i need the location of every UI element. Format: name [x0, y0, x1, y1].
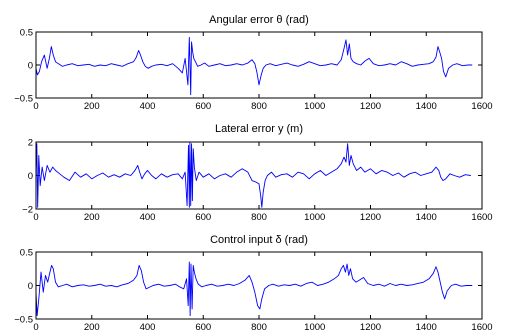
x-tick-label: 200: [84, 212, 100, 223]
axes-box: [35, 31, 483, 99]
x-tick-label: 800: [251, 212, 267, 223]
x-tick-label: 200: [84, 101, 100, 112]
x-tick-label: 400: [140, 101, 156, 112]
y-tick-label: 2: [28, 138, 33, 149]
x-tick-label: 1000: [304, 322, 325, 333]
x-tick-label: 800: [251, 101, 267, 112]
y-ticks: −2 0 2: [22, 138, 482, 216]
subplot-lateral-error: Lateral error y (m) 0 200 400 600 800 1000 120…: [22, 123, 492, 223]
x-tick-label: 400: [140, 322, 156, 333]
x-ticks: 0 200 400 600 800 1000 1200 1400 1600: [33, 142, 493, 223]
subplot-control-input: Control input δ (rad) 0 200 400 600 800 1000 1…: [14, 234, 492, 333]
axes-box: [35, 251, 483, 320]
chart-title: Lateral error y (m): [215, 123, 303, 135]
y-tick-label: 0.5: [20, 248, 33, 259]
axes-box: [35, 141, 483, 210]
y-tick-label: 0.5: [20, 28, 33, 39]
x-tick-label: 1400: [416, 212, 437, 223]
x-tick-label: 1600: [471, 101, 492, 112]
x-tick-label: 0: [33, 212, 38, 223]
x-tick-label: 0: [33, 101, 38, 112]
x-tick-label: 1200: [360, 101, 381, 112]
x-tick-label: 400: [140, 212, 156, 223]
x-tick-label: 200: [84, 322, 100, 333]
y-tick-label: −0.5: [14, 315, 33, 326]
x-tick-label: 1600: [471, 212, 492, 223]
x-tick-label: 1200: [360, 322, 381, 333]
x-tick-label: 600: [195, 322, 211, 333]
x-tick-label: 800: [251, 322, 267, 333]
series-line: [35, 36, 473, 96]
x-tick-label: 1400: [416, 101, 437, 112]
x-ticks: 0 200 400 600 800 1000 1200 1400 1600: [33, 252, 493, 333]
y-tick-label: −2: [22, 205, 33, 216]
x-tick-label: 1000: [304, 101, 325, 112]
x-ticks: 0 200 400 600 800 1000 1200 1400 1600: [33, 32, 493, 112]
x-tick-label: 1200: [360, 212, 381, 223]
y-ticks: −0.5 0 0.5: [14, 248, 482, 326]
x-tick-label: 600: [195, 101, 211, 112]
series-line: [35, 141, 471, 208]
y-tick-label: 0: [28, 61, 33, 72]
chart-title: Angular error θ (rad): [209, 14, 309, 26]
x-tick-label: 600: [195, 212, 211, 223]
subplot-angular-error: Angular error θ (rad) 0 200 400 600 800 1000 1…: [14, 14, 492, 112]
x-tick-label: 1600: [471, 322, 492, 333]
x-tick-label: 1000: [304, 212, 325, 223]
series-line: [35, 261, 473, 317]
x-tick-label: 1400: [416, 322, 437, 333]
y-tick-label: 0: [28, 171, 33, 182]
y-tick-label: −0.5: [14, 94, 33, 105]
y-tick-label: 0: [28, 281, 33, 292]
x-tick-label: 0: [33, 322, 38, 333]
chart-title: Control input δ (rad): [210, 234, 308, 246]
